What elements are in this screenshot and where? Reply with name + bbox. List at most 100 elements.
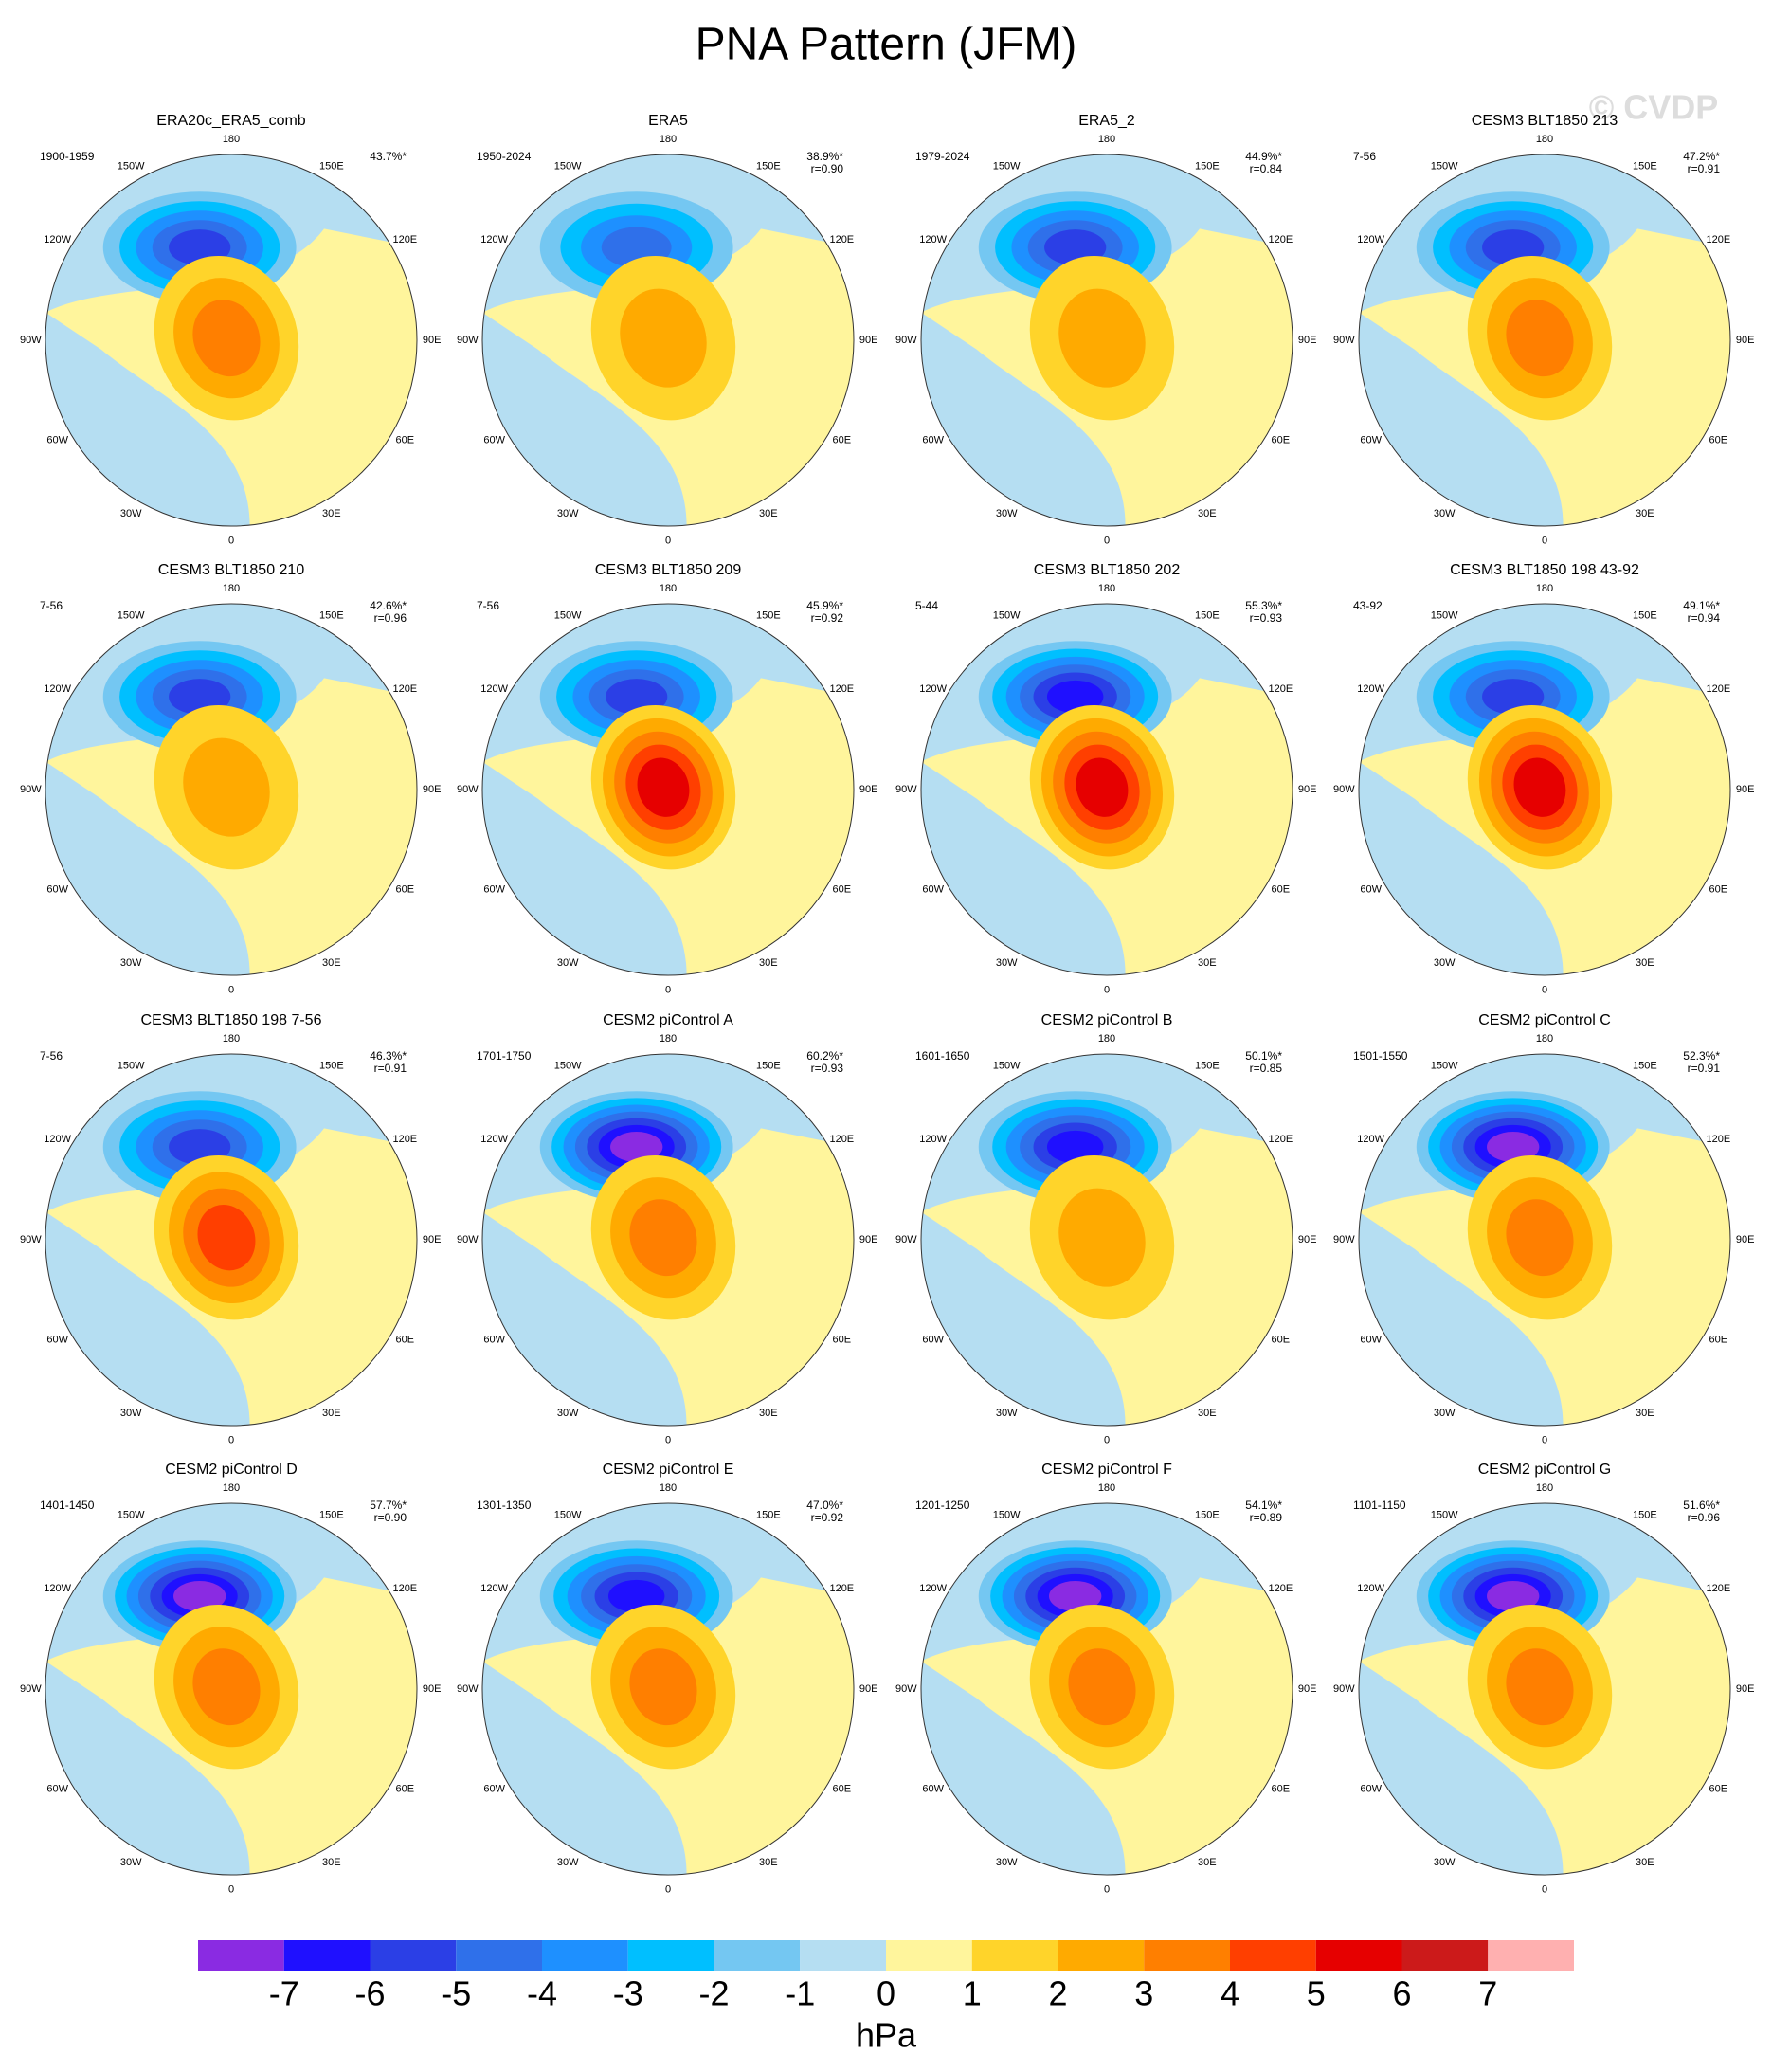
high-contour bbox=[629, 1648, 697, 1726]
lon-label: 180 bbox=[223, 583, 240, 594]
lon-label: 30W bbox=[1434, 957, 1456, 969]
high-contour bbox=[1513, 757, 1566, 817]
lon-label: 60E bbox=[1709, 1335, 1728, 1346]
lon-label: 30W bbox=[1434, 1857, 1456, 1868]
map-border bbox=[45, 1053, 418, 1427]
lon-label: 60E bbox=[1272, 884, 1291, 896]
lon-label: 30W bbox=[120, 508, 142, 519]
lon-label: 0 bbox=[228, 1884, 234, 1896]
lon-label: 90E bbox=[1298, 335, 1317, 346]
colorbar-box bbox=[283, 1940, 371, 1971]
variance: 55.3%* bbox=[1245, 599, 1282, 612]
lon-label: 60W bbox=[922, 884, 944, 896]
panel-title: CESM2 piControl C bbox=[1478, 1012, 1611, 1028]
map bbox=[45, 604, 417, 975]
lon-label: 120W bbox=[44, 683, 71, 695]
lon-label: 120E bbox=[829, 234, 854, 245]
colorbar-label: 5 bbox=[1307, 1974, 1326, 2013]
lon-label: 120E bbox=[1706, 234, 1730, 245]
variance: 44.9%* bbox=[1245, 150, 1282, 163]
pattern-corr: r=0.85 bbox=[1250, 1062, 1283, 1075]
lon-label: 0 bbox=[1104, 985, 1110, 996]
variance: 54.1%* bbox=[1245, 1499, 1282, 1512]
high-contour bbox=[1058, 288, 1146, 388]
lon-label: 150E bbox=[1195, 610, 1220, 622]
period: 1201-1250 bbox=[915, 1499, 970, 1512]
lon-label: 90W bbox=[895, 784, 917, 795]
lon-label: 120E bbox=[392, 1134, 417, 1145]
lon-label: 150E bbox=[319, 161, 344, 173]
lon-label: 30E bbox=[1636, 957, 1654, 969]
lon-label: 90E bbox=[1736, 335, 1755, 346]
variance: 47.0%* bbox=[806, 1499, 843, 1512]
lon-label: 30W bbox=[557, 508, 579, 519]
colorbar-label: 2 bbox=[1048, 1974, 1067, 2013]
high-contour bbox=[629, 1199, 697, 1277]
lon-label: 90W bbox=[1333, 335, 1355, 346]
lon-label: 150E bbox=[1633, 1061, 1657, 1072]
pattern-corr: r=0.93 bbox=[811, 1062, 844, 1075]
lon-label: 90W bbox=[1333, 1234, 1355, 1245]
lon-label: 150W bbox=[993, 1510, 1021, 1521]
high-contour bbox=[192, 300, 261, 377]
map bbox=[45, 154, 417, 526]
low-contour bbox=[173, 1581, 226, 1611]
lon-label: 90W bbox=[20, 1234, 42, 1245]
panel-title: CESM3 BLT1850 202 bbox=[1034, 562, 1181, 578]
lon-label: 150W bbox=[1431, 610, 1458, 622]
lon-label: 150W bbox=[1431, 1061, 1458, 1072]
map-border bbox=[481, 1502, 855, 1876]
panel-title: ERA5_2 bbox=[1078, 113, 1135, 129]
panel-title: CESM3 BLT1850 210 bbox=[158, 562, 305, 578]
variance: 50.1%* bbox=[1245, 1049, 1282, 1063]
pattern-corr: r=0.91 bbox=[1688, 162, 1721, 175]
colorbar-label: -6 bbox=[354, 1974, 385, 2013]
variance: 57.7%* bbox=[370, 1499, 407, 1512]
lon-label: 0 bbox=[1104, 536, 1110, 547]
lon-label: 90W bbox=[895, 335, 917, 346]
lon-label: 180 bbox=[1536, 1033, 1553, 1045]
lon-label: 30W bbox=[1434, 1408, 1456, 1419]
lon-label: 150E bbox=[756, 161, 781, 173]
pattern-corr: r=0.89 bbox=[1250, 1511, 1283, 1524]
colorbar-label: -3 bbox=[613, 1974, 643, 2013]
lon-label: 120E bbox=[1268, 234, 1293, 245]
lon-label: 120W bbox=[1357, 1134, 1384, 1145]
lon-label: 120W bbox=[44, 1134, 71, 1145]
colorbar-label: -2 bbox=[698, 1974, 729, 2013]
lon-label: 180 bbox=[660, 583, 677, 594]
map-border bbox=[1358, 603, 1731, 976]
map-border bbox=[481, 603, 855, 976]
pattern-corr: r=0.96 bbox=[374, 611, 407, 625]
lon-label: 60W bbox=[483, 435, 505, 446]
colorbar-box bbox=[456, 1940, 542, 1971]
map-border bbox=[1358, 1502, 1731, 1876]
panel-title: CESM3 BLT1850 213 bbox=[1472, 113, 1618, 129]
lon-label: 120W bbox=[1357, 1583, 1384, 1594]
lon-label: 30W bbox=[557, 957, 579, 969]
lon-label: 0 bbox=[1104, 1435, 1110, 1446]
lon-label: 30W bbox=[996, 1408, 1018, 1419]
lon-label: 120E bbox=[392, 683, 417, 695]
high-contour bbox=[1068, 1648, 1136, 1726]
lon-label: 30E bbox=[1198, 1408, 1217, 1419]
colorbar-box bbox=[542, 1940, 628, 1971]
high-contour bbox=[183, 737, 270, 837]
map bbox=[921, 1503, 1293, 1875]
lon-label: 150E bbox=[1195, 1061, 1220, 1072]
panel-title: CESM2 piControl E bbox=[603, 1462, 734, 1478]
lon-label: 30W bbox=[120, 957, 142, 969]
pattern-corr: r=0.91 bbox=[1688, 1062, 1721, 1075]
period: 7-56 bbox=[1353, 150, 1376, 163]
lon-label: 90E bbox=[859, 784, 878, 795]
period: 7-56 bbox=[477, 599, 499, 612]
colorbar-box bbox=[1230, 1940, 1316, 1971]
variance: 49.1%* bbox=[1683, 599, 1720, 612]
lon-label: 90W bbox=[457, 335, 479, 346]
lon-label: 60E bbox=[1709, 435, 1728, 446]
lon-label: 90E bbox=[423, 1683, 442, 1695]
colorbar-label: 7 bbox=[1478, 1974, 1497, 2013]
lon-label: 180 bbox=[1098, 1482, 1115, 1494]
map-border bbox=[45, 1502, 418, 1876]
